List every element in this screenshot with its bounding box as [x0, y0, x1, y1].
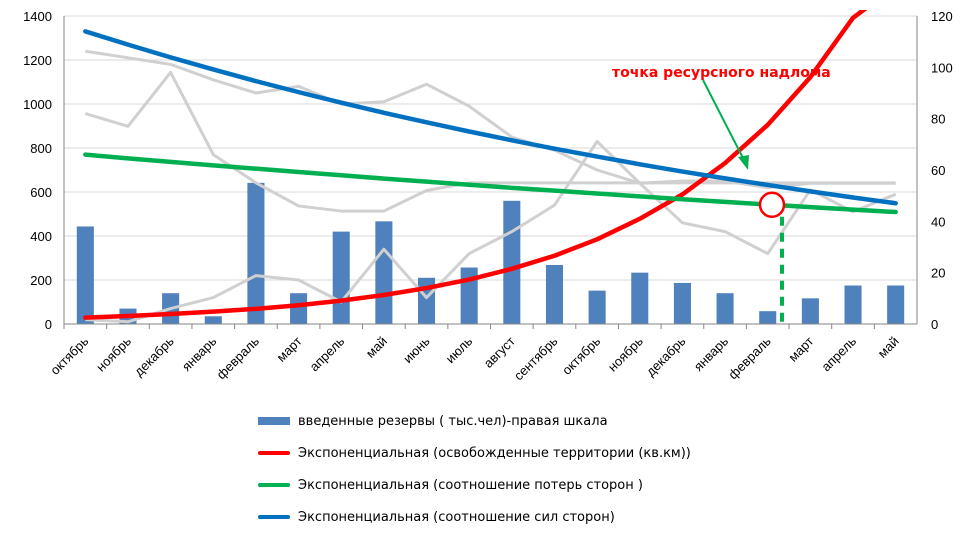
- x-tick-label: декабрь: [643, 333, 689, 379]
- bar: [290, 293, 308, 324]
- bar: [801, 298, 819, 324]
- x-tick-label: апрель: [818, 333, 859, 374]
- x-tick-label: ноябрь: [93, 333, 134, 374]
- x-tick-label: август: [481, 333, 518, 370]
- trend-line-forces: [83, 29, 898, 206]
- y-left-tick-label: 1200: [23, 53, 52, 68]
- x-tick-label: март: [785, 333, 816, 364]
- bar: [503, 200, 521, 324]
- x-tick-label: октябрь: [47, 333, 91, 377]
- y-right-tick-label: 20: [931, 266, 945, 281]
- x-tick-label: ноябрь: [605, 333, 646, 374]
- x-tick-label: февраль: [725, 333, 774, 382]
- bar: [887, 285, 905, 324]
- y-right-tick-label: 80: [931, 112, 945, 127]
- bar: [631, 272, 649, 324]
- bar: [716, 293, 734, 324]
- bar: [332, 231, 350, 324]
- gridlines: [64, 15, 917, 325]
- x-tick-label: июль: [443, 333, 476, 366]
- legend-swatch: [258, 515, 290, 519]
- y-right-tick-label: 40: [931, 214, 945, 229]
- legend-label: введенные резервы ( тыс.чел)-правая шкал…: [298, 413, 608, 429]
- bar: [673, 282, 691, 324]
- x-tick-label: февраль: [213, 333, 262, 382]
- bar: [375, 221, 393, 324]
- annotation-arrow: [702, 79, 745, 161]
- x-tick-label: март: [274, 333, 305, 364]
- x-tick-label: июнь: [400, 333, 433, 366]
- grey-series-line: [85, 139, 897, 324]
- legend: введенные резервы ( тыс.чел)-правая шкал…: [258, 405, 898, 533]
- y-left-tick-label: 400: [30, 229, 52, 244]
- annotation-group: точка ресурсного надлома: [612, 65, 831, 324]
- x-tick-label: январь: [179, 333, 220, 374]
- legend-item-territories: Экспоненциальная (освобожденные территор…: [258, 437, 898, 469]
- x-tick-label: декабрь: [131, 333, 177, 379]
- bar: [247, 182, 265, 324]
- x-tick-label: май: [875, 334, 902, 361]
- legend-item-losses: Экспоненциальная (соотношение потерь сто…: [258, 469, 898, 501]
- bar: [844, 285, 862, 324]
- annotation-arrowhead: [738, 155, 749, 170]
- legend-swatch: [258, 417, 290, 425]
- bar: [759, 311, 777, 324]
- trend-lines: [83, 10, 898, 320]
- y-left-tick-label: 600: [30, 185, 52, 200]
- legend-label: Экспоненциальная (соотношение сил сторон…: [298, 509, 615, 525]
- legend-item-forces: Экспоненциальная (соотношение сил сторон…: [258, 501, 898, 533]
- bar: [76, 226, 94, 324]
- x-tick-label: апрель: [307, 333, 348, 374]
- grey-series-line: [84, 70, 896, 213]
- y-left-tick-label: 1000: [23, 97, 52, 112]
- trend-line-territories: [83, 10, 868, 320]
- bar: [588, 290, 606, 324]
- y-left-tick-label: 200: [30, 273, 52, 288]
- x-tick-label: январь: [691, 333, 732, 374]
- intersection-marker: [758, 191, 786, 219]
- y-right-tick-label: 0: [931, 317, 938, 332]
- y-left-tick-label: 0: [45, 317, 52, 332]
- bar: [545, 264, 564, 324]
- grey-series-line: [85, 49, 896, 190]
- legend-label: Экспоненциальная (соотношение потерь сто…: [298, 477, 643, 493]
- bar: [204, 316, 222, 324]
- legend-item-reserves: введенные резервы ( тыс.чел)-правая шкал…: [258, 405, 898, 437]
- x-tick-label: май: [363, 334, 390, 361]
- y-right-tick-label: 120: [931, 9, 953, 24]
- x-tick-label: сентябрь: [511, 333, 561, 383]
- legend-swatch: [258, 451, 290, 455]
- legend-label: Экспоненциальная (освобожденные территор…: [298, 445, 691, 461]
- y-right-tick-label: 100: [931, 60, 953, 75]
- annotation-text: точка ресурсного надлома: [612, 65, 831, 81]
- x-tick-label: октябрь: [559, 333, 603, 377]
- legend-swatch: [258, 483, 290, 487]
- y-left-tick-label: 1400: [23, 9, 52, 24]
- y-left-tick-label: 800: [30, 141, 52, 156]
- y-right-tick-label: 60: [931, 163, 945, 178]
